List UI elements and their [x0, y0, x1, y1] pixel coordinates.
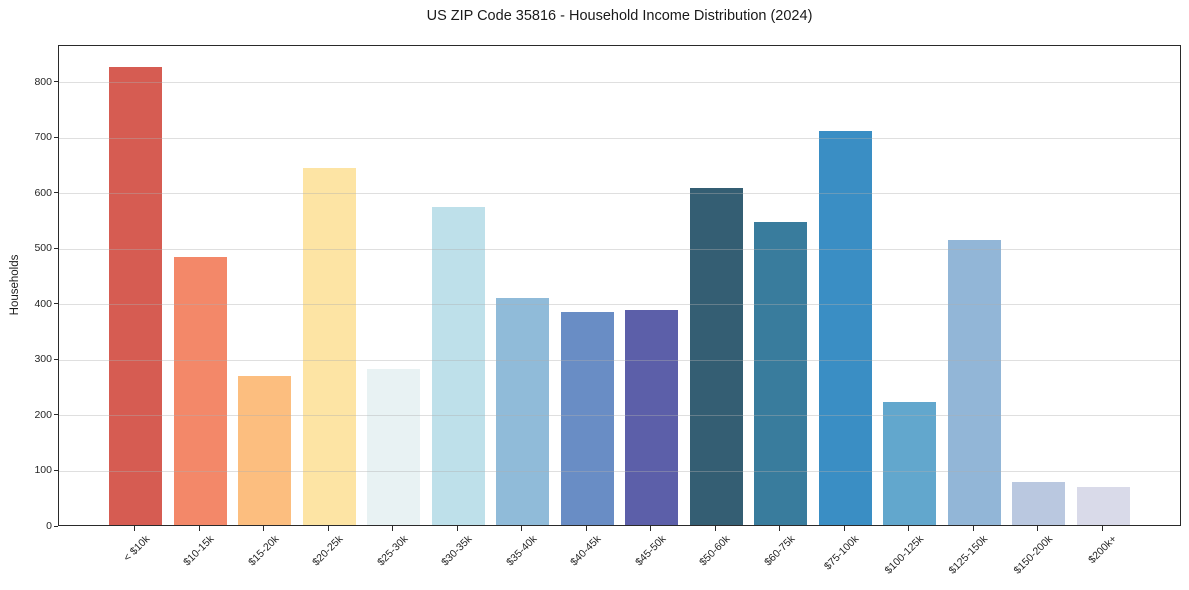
y-tick-label-700: 700	[34, 131, 52, 144]
bar-100-125k	[883, 401, 936, 525]
x-tick-mark-10	[779, 526, 780, 531]
y-tick-label-100: 100	[34, 464, 52, 477]
x-tick-label-5: $30-35k	[439, 533, 475, 569]
bar-10-15k	[173, 256, 227, 525]
y-tick-mark-600	[54, 192, 58, 194]
y-tick-mark-700	[54, 136, 58, 138]
y-tick-mark-100	[54, 469, 58, 471]
x-tick-label-3: $20-25k	[310, 533, 346, 569]
bar-10k	[109, 66, 162, 525]
x-tick-label-12: $100-125k	[882, 533, 926, 577]
y-tick-mark-200	[54, 414, 58, 416]
bar-75-100k	[818, 130, 872, 525]
chart-title: US ZIP Code 35816 - Household Income Dis…	[426, 8, 813, 24]
bar-60-75k	[754, 222, 807, 525]
y-tick-label-0: 0	[46, 520, 52, 532]
x-tick-mark-12	[908, 526, 909, 531]
bar-30-35k	[431, 207, 485, 525]
y-tick-mark-400	[54, 303, 58, 305]
x-tick-mark-0	[134, 526, 135, 531]
bar-25-30k	[367, 368, 420, 525]
x-tick-label-2: $15-20k	[245, 533, 281, 569]
x-tick-label-7: $40-45k	[568, 533, 604, 569]
x-tick-label-14: $150-200k	[1011, 533, 1055, 577]
y-tick-label-200: 200	[34, 408, 52, 421]
plot-area	[58, 45, 1181, 526]
x-tick-label-8: $45-50k	[632, 533, 668, 569]
x-tick-label-1: $10-15k	[181, 533, 217, 569]
y-tick-label-600: 600	[34, 186, 52, 199]
y-tick-label-800: 800	[34, 75, 52, 88]
bar-45-50k	[625, 309, 678, 525]
bar-50-60k	[689, 188, 743, 525]
y-tick-label-300: 300	[34, 353, 52, 366]
x-tick-mark-14	[1037, 526, 1038, 531]
x-tick-mark-4	[392, 526, 393, 531]
x-tick-mark-9	[714, 526, 716, 531]
x-tick-mark-2	[263, 526, 264, 531]
bars-layer	[59, 46, 1180, 525]
x-tick-label-10: $60-75k	[761, 533, 797, 569]
x-tick-label-6: $35-40k	[503, 533, 539, 569]
x-tick-mark-13	[972, 526, 974, 531]
bar-15-20k	[238, 376, 291, 525]
y-tick-mark-0	[54, 525, 58, 527]
x-tick-mark-7	[585, 526, 587, 531]
y-tick-mark-300	[54, 358, 58, 360]
x-tick-mark-5	[456, 526, 458, 531]
y-tick-label-500: 500	[34, 242, 52, 255]
x-tick-label-13: $125-150k	[946, 533, 991, 577]
x-tick-label-9: $50-60k	[697, 533, 733, 569]
x-tick-mark-8	[650, 526, 651, 531]
bar-35-40k	[496, 298, 549, 525]
x-tick-label-4: $25-30k	[374, 533, 410, 569]
x-tick-label-15: $200k+	[1086, 533, 1120, 567]
x-tick-mark-11	[843, 526, 845, 531]
x-tick-mark-6	[521, 526, 522, 531]
y-tick-mark-800	[54, 81, 58, 83]
bar-200k	[1076, 486, 1130, 525]
bar-20-25k	[302, 167, 356, 525]
bar-125-150k	[947, 240, 1001, 525]
x-tick-mark-15	[1101, 526, 1103, 531]
x-tick-label-0: < $10k	[120, 533, 152, 564]
y-tick-mark-500	[54, 247, 58, 249]
x-tick-mark-3	[327, 526, 329, 531]
bar-40-45k	[560, 312, 614, 525]
x-tick-mark-1	[198, 526, 200, 531]
x-tick-label-11: $75-100k	[822, 533, 862, 573]
bar-150-200k	[1012, 481, 1065, 525]
y-tick-label-400: 400	[34, 297, 52, 310]
